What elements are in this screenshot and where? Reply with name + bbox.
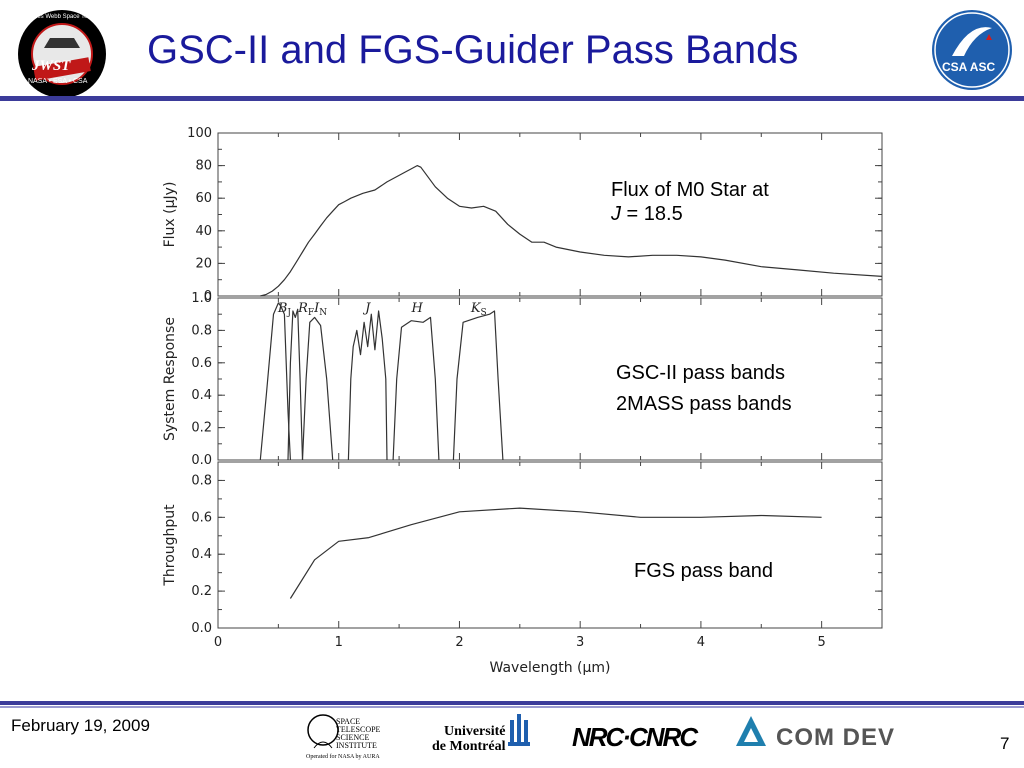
series-line-middle-KS (452, 310, 504, 461)
y-tick-label-middle: 0.2 (191, 421, 212, 436)
band-label-sub: S (481, 308, 487, 318)
twomass-annotation: 2MASS pass bands (616, 393, 792, 415)
universite-de-montreal-logo: Université de Montréal (432, 724, 505, 754)
series-line-middle-H (392, 316, 440, 461)
y-tick-label-top: 100 (187, 126, 212, 141)
y-tick-label-middle: 0.4 (191, 388, 212, 403)
band-label-sub: F (308, 308, 314, 318)
panel-frame-top (217, 132, 883, 297)
stsci-logo (306, 710, 340, 761)
csa-asc-logo (930, 8, 1014, 92)
y-tick-label-bottom: 0.6 (191, 510, 212, 525)
flux-annotation: Flux of M0 Star at J = 18.5 (611, 178, 769, 226)
slide-title: GSC-II and FGS-Guider Pass Bands (147, 28, 799, 72)
stsci-line-1: SPACE (336, 717, 361, 726)
y-tick-label-middle: 1.0 (191, 291, 212, 306)
footer-date: February 19, 2009 (11, 716, 150, 735)
series-line-middle-BJ (259, 302, 291, 461)
flux-annotation-line1: Flux of M0 Star at (611, 179, 769, 201)
udem-line-1: Université (444, 724, 506, 739)
x-tick-label: 0 (214, 635, 222, 650)
stsci-line-2: TELESCOPE (336, 725, 381, 734)
stsci-line-4: INSTITUTE (336, 741, 377, 750)
band-label-H: H (411, 301, 424, 316)
udem-line-2: de Montréal (432, 739, 506, 754)
y-tick-label-bottom: 0.4 (191, 547, 212, 562)
series-line-top-0 (260, 164, 883, 297)
panel-frame-bottom (217, 461, 883, 629)
x-tick-label: 5 (817, 635, 825, 650)
y-tick-label-top: 40 (195, 224, 212, 239)
header-rule (0, 96, 1024, 101)
csa-asc-logo-text: CSA ASC (942, 60, 996, 74)
y-tick-label-middle: 0.0 (191, 453, 212, 468)
band-label-sub: J (286, 308, 291, 318)
y-tick-label-top: 80 (195, 159, 212, 174)
series-line-middle-RF (287, 308, 304, 461)
y-tick-label-middle: 0.6 (191, 356, 212, 371)
fgs-annotation: FGS pass band (634, 560, 773, 582)
y-tick-label-top: 20 (195, 256, 212, 271)
band-label-J: J (362, 301, 371, 316)
jwst-logo-ring-text: James Webb Space Telescope (26, 14, 109, 20)
y-axis-label-bottom: Throughput (162, 504, 178, 587)
com-dev-logo: COM DEV (776, 724, 896, 751)
stsci-sub: Operated for NASA by AURA (306, 754, 380, 760)
footer-rule (0, 701, 1024, 705)
y-tick-label-top: 0 (204, 289, 212, 304)
y-tick-label-bottom: 0.8 (191, 473, 212, 488)
page-number: 7 (1000, 734, 1010, 753)
y-axis-label-middle: System Response (162, 317, 178, 441)
band-label-R: RF (297, 301, 314, 318)
band-label-sub: N (319, 308, 327, 318)
jwst-logo-text: JWST (32, 58, 71, 74)
gsc-annotation: GSC-II pass bands (616, 362, 785, 384)
jwst-logo (16, 8, 108, 100)
nrc-cnrc-logo: NRC·CNRC (572, 722, 698, 752)
udem-emblem-icon (508, 714, 530, 755)
series-line-middle-J (347, 310, 388, 461)
footer-rule-light (0, 706, 1024, 708)
series-line-bottom-FGS (289, 507, 822, 599)
x-tick-label: 3 (576, 635, 584, 650)
flux-annotation-j: J (611, 203, 621, 225)
stsci-line-3: SCIENCE (336, 733, 370, 742)
jwst-logo-bottom-text: NASA • ESA • CSA (28, 78, 88, 85)
y-tick-label-middle: 0.8 (191, 323, 212, 338)
x-tick-label: 2 (455, 635, 463, 650)
series-line-middle-IN (301, 316, 334, 461)
y-tick-label-top: 60 (195, 191, 212, 206)
x-axis-label: Wavelength (μm) (490, 660, 611, 676)
flux-annotation-value: = 18.5 (621, 203, 683, 225)
y-axis-label-top: Flux (μJy) (162, 182, 178, 248)
y-tick-label-bottom: 0.2 (191, 584, 212, 599)
y-tick-label-bottom: 0.0 (191, 621, 212, 636)
x-tick-label: 4 (697, 635, 705, 650)
x-tick-label: 1 (335, 635, 343, 650)
band-label-I: IN (313, 301, 327, 318)
com-dev-emblem-icon (734, 714, 768, 753)
